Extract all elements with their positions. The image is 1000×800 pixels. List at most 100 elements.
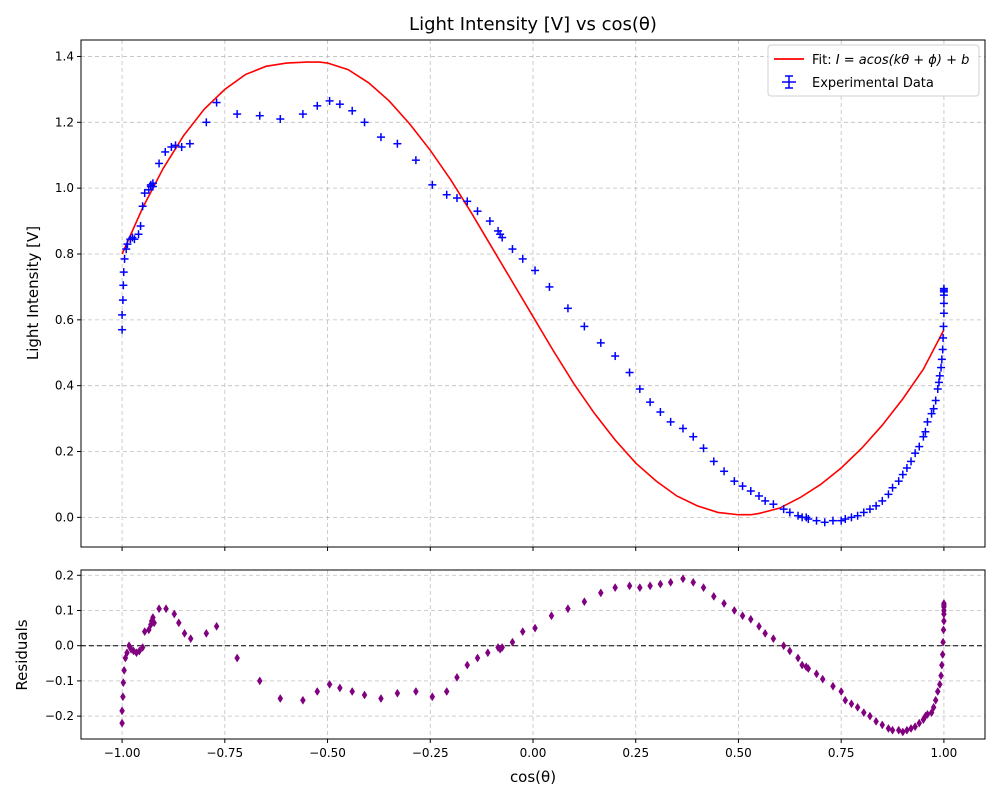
residual-point <box>928 708 935 718</box>
data-point <box>872 501 881 510</box>
data-point <box>123 240 132 249</box>
residual-point <box>532 623 538 633</box>
grid <box>81 40 985 547</box>
x-tick-label: −1.00 <box>104 746 141 760</box>
data-point <box>689 432 698 441</box>
residual-point <box>151 618 157 628</box>
data-point <box>233 110 242 119</box>
residual-point <box>119 706 125 716</box>
x-axis-label: cos(θ) <box>510 768 556 786</box>
data-point <box>485 217 494 226</box>
data-point <box>119 281 128 290</box>
data-point <box>635 384 644 393</box>
residual-point <box>721 598 727 608</box>
legend-data-label: Experimental Data <box>812 76 934 91</box>
residual-point <box>939 660 945 670</box>
residual-point <box>509 637 516 647</box>
data-point <box>939 322 948 331</box>
residual-point <box>146 625 152 635</box>
data-point <box>937 363 946 372</box>
x-tick-label: 0.75 <box>828 746 855 760</box>
residual-point <box>349 686 355 696</box>
residual-point <box>139 642 146 652</box>
data-point <box>911 449 920 458</box>
data-point <box>853 511 862 520</box>
x-tick-label: −0.50 <box>309 746 346 760</box>
data-point <box>498 233 507 242</box>
data-point <box>122 245 131 254</box>
residual-point <box>940 637 946 647</box>
residual-point <box>930 702 937 712</box>
data-point <box>884 490 893 499</box>
y-tick-label: 1.2 <box>55 115 74 129</box>
residual-point <box>885 723 892 733</box>
legend-data-swatch <box>782 75 796 89</box>
residual-point <box>690 577 697 587</box>
residual-point <box>657 579 664 589</box>
residual-point <box>454 672 460 682</box>
data-point <box>934 378 943 387</box>
residual-point <box>900 727 906 737</box>
data-point <box>938 345 947 354</box>
data-point <box>545 282 554 291</box>
data-point <box>155 159 164 168</box>
x-tick-label: 1.00 <box>931 746 958 760</box>
data-point <box>841 515 850 524</box>
y-tick-label: 0.1 <box>55 603 74 617</box>
y-axis-label: Residuals <box>13 619 31 690</box>
residual-point <box>378 694 384 703</box>
top-panel: Light Intensity [V] vs cos(θ) Light Inte… <box>24 14 986 551</box>
y-axis-label: Light Intensity [V] <box>24 226 42 360</box>
data-point <box>933 384 942 393</box>
residual-point <box>181 628 188 638</box>
residual-point <box>156 604 162 614</box>
data-point <box>255 111 264 120</box>
residual-point <box>394 688 401 698</box>
residual-point <box>904 725 910 735</box>
data-point <box>755 491 763 500</box>
residual-point <box>938 671 944 681</box>
data-point <box>779 505 788 514</box>
data-point <box>136 222 145 231</box>
residual-point <box>277 694 284 703</box>
data-point <box>212 98 221 107</box>
residual-point <box>879 720 886 730</box>
data-point <box>442 190 451 199</box>
data-point <box>859 508 868 517</box>
data-point <box>919 432 928 441</box>
residual-point <box>908 723 914 733</box>
data-point <box>376 133 385 142</box>
residual-point <box>548 611 555 621</box>
residual-point <box>932 695 939 705</box>
residual-point <box>124 648 130 658</box>
residual-point <box>141 627 148 637</box>
data-point <box>656 408 665 417</box>
residual-point <box>163 604 169 614</box>
y-tick-label: 0.6 <box>55 313 74 327</box>
data-point <box>463 197 472 206</box>
residual-point <box>300 695 306 705</box>
residual-point <box>637 583 643 593</box>
data-point <box>921 427 930 436</box>
residuals-panel: Residuals cos(θ) −1.00 −0.75 −0.50 −0.25 0.0… <box>13 568 986 786</box>
residual-point <box>119 718 125 728</box>
data-point <box>888 483 897 492</box>
data-point <box>730 477 739 486</box>
residual-point <box>187 634 194 644</box>
data-point <box>761 496 770 505</box>
data-point <box>939 309 948 318</box>
data-point <box>118 325 127 334</box>
residual-point <box>916 718 923 728</box>
data-point <box>738 482 747 491</box>
data-point <box>878 496 887 505</box>
data-point <box>134 230 143 239</box>
data-point <box>939 333 948 342</box>
data-point <box>812 516 821 525</box>
data-point <box>746 487 755 496</box>
data-point <box>931 396 940 405</box>
plot-area <box>81 574 985 737</box>
data-point <box>927 409 936 418</box>
data-point <box>140 189 149 198</box>
residual-point <box>731 606 738 615</box>
residual-point <box>647 581 653 591</box>
